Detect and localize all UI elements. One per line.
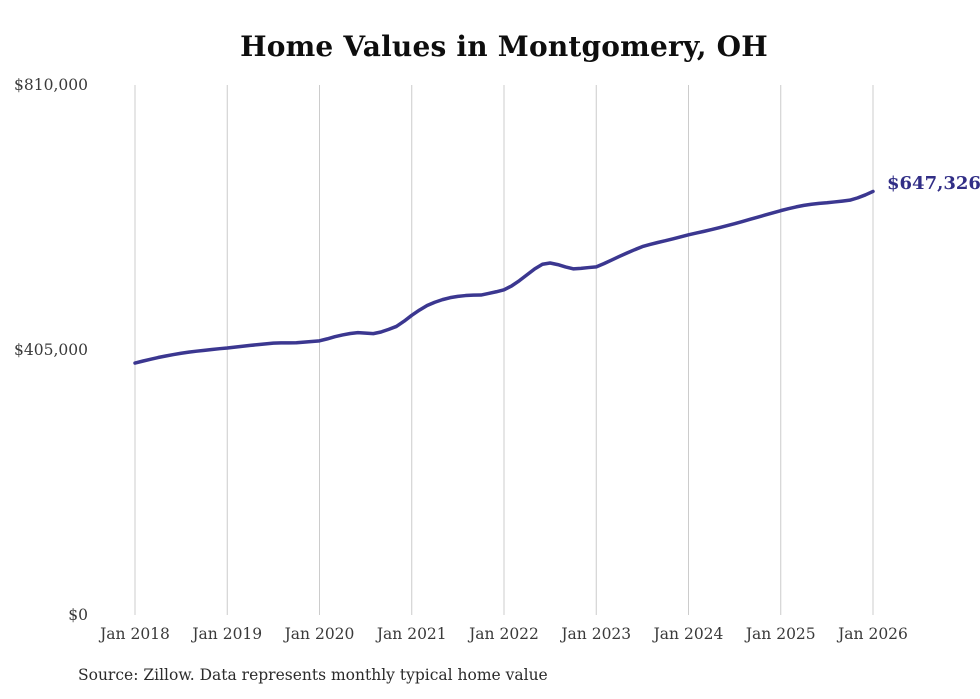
chart-title: Home Values in Montgomery, OH — [240, 30, 768, 63]
y-tick-label: $405,000 — [14, 341, 88, 359]
x-tick-label: Jan 2025 — [745, 625, 816, 643]
x-tick-label: Jan 2018 — [100, 625, 170, 643]
x-tick-label: Jan 2026 — [838, 625, 908, 643]
x-tick-label: Jan 2023 — [561, 625, 632, 643]
x-tick-label: Jan 2019 — [192, 625, 263, 643]
x-tick-label: Jan 2022 — [469, 625, 539, 643]
y-tick-label: $810,000 — [14, 76, 88, 94]
end-value-label: $647,326 — [887, 173, 980, 195]
x-tick-label: Jan 2020 — [284, 625, 355, 643]
y-tick-label: $0 — [68, 606, 88, 624]
source-note: Source: Zillow. Data represents monthly … — [78, 666, 548, 684]
x-tick-label: Jan 2024 — [653, 625, 724, 643]
x-tick-label: Jan 2021 — [376, 625, 447, 643]
home-value-line — [133, 189, 875, 365]
